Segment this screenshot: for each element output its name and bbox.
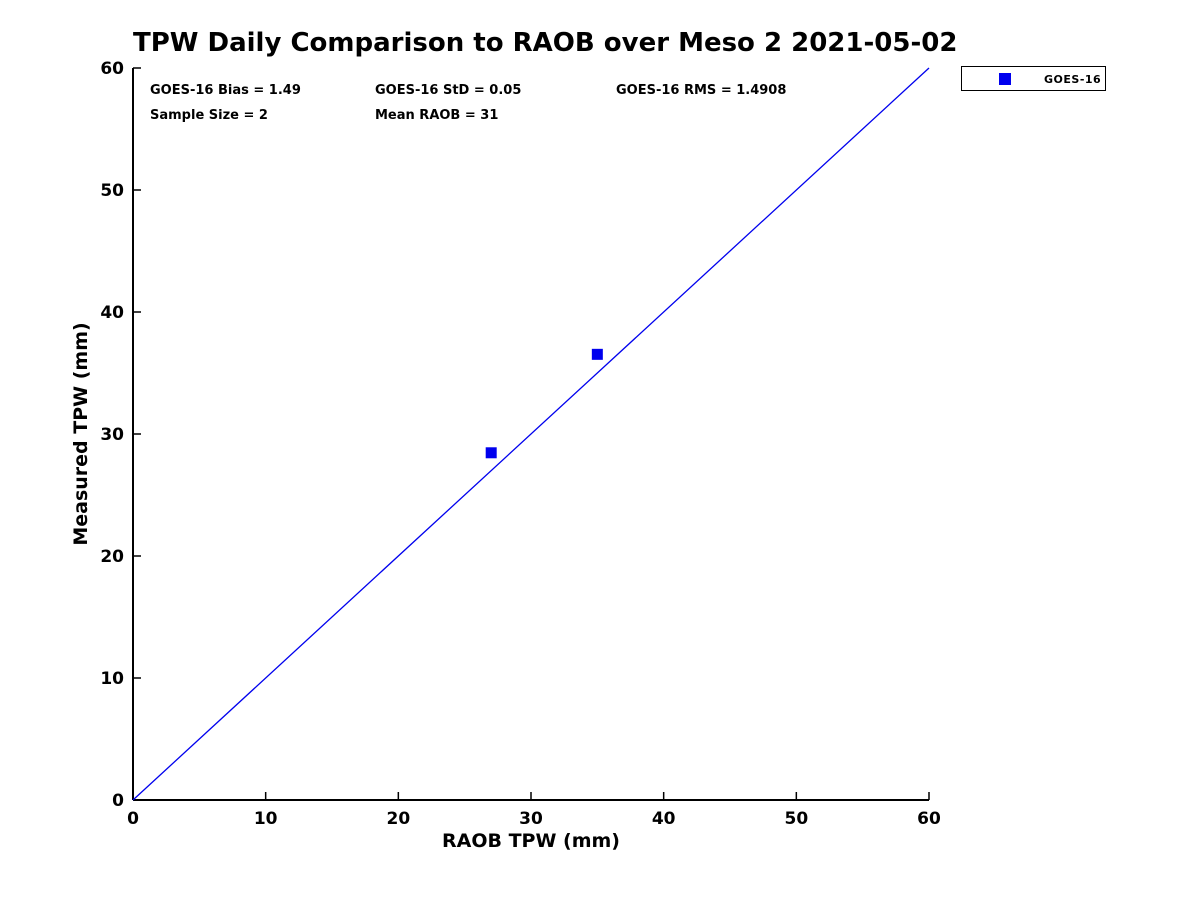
data-point-marker <box>591 348 603 360</box>
stat-std: GOES-16 StD = 0.05 <box>375 83 522 98</box>
stat-bias: GOES-16 Bias = 1.49 <box>150 83 301 98</box>
one-to-one-line <box>132 67 930 801</box>
data-point-marker <box>485 447 497 459</box>
y-tick-label: 30 <box>100 425 124 445</box>
legend-box: GOES-16 <box>961 66 1106 91</box>
y-tick-label: 40 <box>100 303 124 323</box>
x-tick-label: 10 <box>254 809 278 829</box>
x-tick-label: 20 <box>386 809 410 829</box>
legend-marker-square-icon <box>999 73 1011 85</box>
stat-sample-size: Sample Size = 2 <box>150 108 268 123</box>
y-tick-label: 60 <box>100 59 124 79</box>
y-tick-label: 10 <box>100 669 124 689</box>
stat-mean-raob: Mean RAOB = 31 <box>375 108 499 123</box>
x-tick-label: 40 <box>652 809 676 829</box>
legend-label: GOES-16 <box>1044 73 1102 86</box>
y-axis-label: Measured TPW (mm) <box>70 322 92 546</box>
y-tick-label: 50 <box>100 181 124 201</box>
y-tick-label: 20 <box>100 547 124 567</box>
x-tick-label: 60 <box>917 809 941 829</box>
x-tick-label: 50 <box>784 809 808 829</box>
y-tick-label: 0 <box>112 791 124 811</box>
x-tick-label: 0 <box>127 809 139 829</box>
chart-title: TPW Daily Comparison to RAOB over Meso 2… <box>133 28 958 58</box>
x-axis-label: RAOB TPW (mm) <box>441 830 620 852</box>
stat-rms: GOES-16 RMS = 1.4908 <box>616 83 787 98</box>
x-tick-label: 30 <box>519 809 543 829</box>
